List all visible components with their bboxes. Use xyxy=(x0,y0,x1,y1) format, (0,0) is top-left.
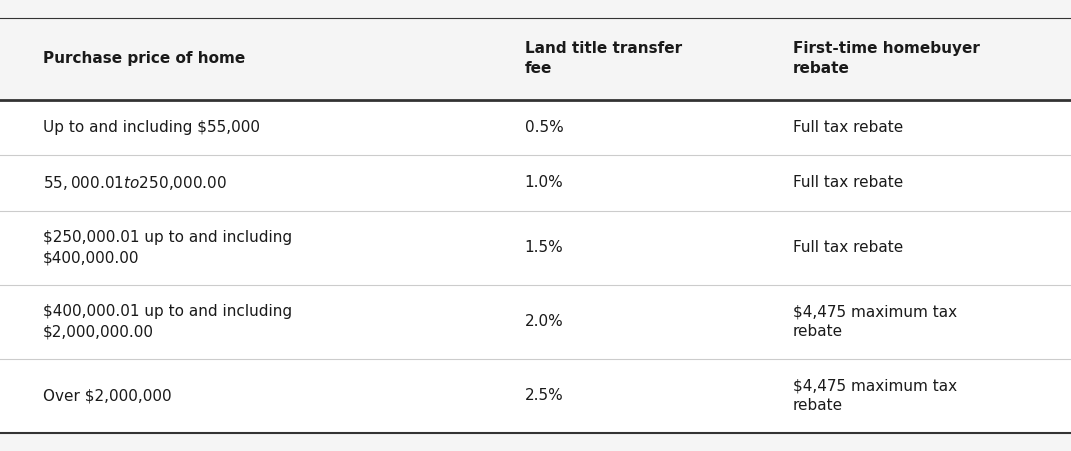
Bar xyxy=(0,100,1071,155)
Text: Full tax rebate: Full tax rebate xyxy=(793,240,903,255)
Text: 2.5%: 2.5% xyxy=(525,388,563,403)
Bar xyxy=(0,359,1071,433)
Text: Full tax rebate: Full tax rebate xyxy=(793,175,903,190)
Bar xyxy=(0,285,1071,359)
Text: 1.5%: 1.5% xyxy=(525,240,563,255)
Text: 2.0%: 2.0% xyxy=(525,314,563,329)
Bar xyxy=(0,155,1071,211)
Text: 0.5%: 0.5% xyxy=(525,120,563,135)
Text: First-time homebuyer
rebate: First-time homebuyer rebate xyxy=(793,41,979,76)
Text: Full tax rebate: Full tax rebate xyxy=(793,120,903,135)
Text: Up to and including $55,000: Up to and including $55,000 xyxy=(43,120,260,135)
Text: $4,475 maximum tax
rebate: $4,475 maximum tax rebate xyxy=(793,304,956,339)
Text: Purchase price of home: Purchase price of home xyxy=(43,51,245,66)
Bar xyxy=(0,18,1071,100)
Bar xyxy=(0,211,1071,285)
Text: Over $2,000,000: Over $2,000,000 xyxy=(43,388,171,403)
Text: $250,000.01 up to and including
$400,000.00: $250,000.01 up to and including $400,000… xyxy=(43,230,292,265)
Text: Land title transfer
fee: Land title transfer fee xyxy=(525,41,682,76)
Text: $4,475 maximum tax
rebate: $4,475 maximum tax rebate xyxy=(793,378,956,413)
Text: $55,000.01 to $250,000.00: $55,000.01 to $250,000.00 xyxy=(43,174,227,192)
Text: 1.0%: 1.0% xyxy=(525,175,563,190)
Text: $400,000.01 up to and including
$2,000,000.00: $400,000.01 up to and including $2,000,0… xyxy=(43,304,292,339)
